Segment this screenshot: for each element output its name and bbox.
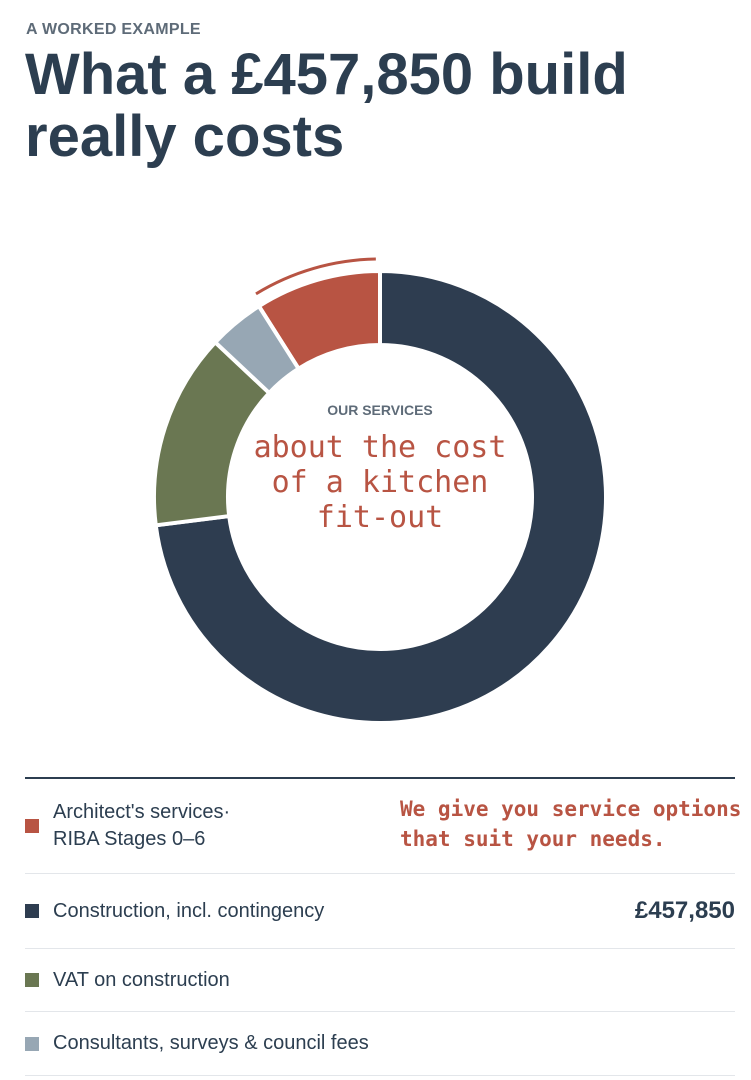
center-note: about the cost of a kitchen fit-out — [253, 430, 507, 535]
eyebrow: A WORKED EXAMPLE — [26, 21, 201, 38]
legend-label: VAT on construction — [53, 968, 230, 991]
legend-amount: £457,850 — [634, 897, 735, 924]
legend-label: Construction, incl. contingency — [53, 899, 325, 922]
legend-swatch — [25, 819, 39, 833]
donut-segment — [212, 303, 302, 396]
highlight-arc — [255, 257, 376, 296]
legend-row: VAT on construction — [25, 949, 735, 1012]
legend-row: Architect's services· RIBA Stages 0–6 — [25, 779, 735, 874]
legend-swatch — [25, 904, 39, 918]
legend-row: Construction, incl. contingency £457,850 — [25, 874, 735, 949]
donut-segment — [153, 268, 608, 725]
divider — [25, 777, 735, 779]
center-label: OUR SERVICES — [327, 402, 433, 418]
legend: Architect's services· RIBA Stages 0–6 Con… — [25, 779, 735, 1076]
legend-swatch — [25, 973, 39, 987]
legend-label: Architect's services· RIBA Stages 0–6 — [53, 801, 231, 850]
page-title: What a £457,850 build really costs — [25, 42, 628, 169]
annotation: We give you service options that suit yo… — [400, 797, 742, 851]
legend-label: Consultants, surveys & council fees — [53, 1032, 369, 1054]
donut-chart — [152, 257, 608, 725]
legend-swatch — [25, 1036, 39, 1051]
legend-row: Consultants, surveys & council fees — [25, 1012, 735, 1076]
